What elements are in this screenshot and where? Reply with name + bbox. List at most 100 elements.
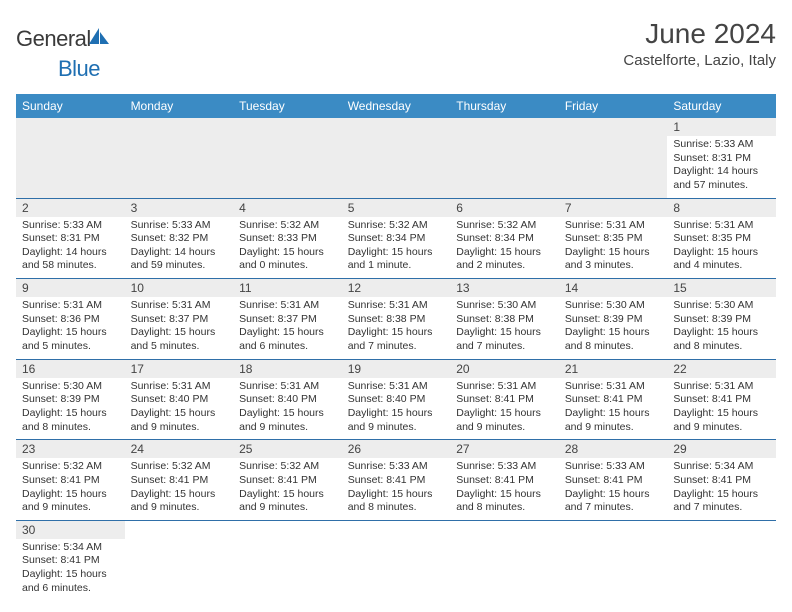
sunrise: Sunrise: 5:30 AM — [673, 299, 770, 313]
day-cell: 27Sunrise: 5:33 AMSunset: 8:41 PMDayligh… — [450, 440, 559, 521]
day-header: Sunday — [16, 94, 125, 118]
day-details: Sunrise: 5:33 AMSunset: 8:32 PMDaylight:… — [131, 219, 228, 274]
daylight: Daylight: 15 hours and 6 minutes. — [22, 568, 119, 595]
day-details: Sunrise: 5:32 AMSunset: 8:33 PMDaylight:… — [239, 219, 336, 274]
day-details: Sunrise: 5:31 AMSunset: 8:41 PMDaylight:… — [673, 380, 770, 435]
daylight: Daylight: 14 hours and 57 minutes. — [673, 165, 770, 192]
day-number: 25 — [233, 440, 342, 458]
day-details: Sunrise: 5:32 AMSunset: 8:41 PMDaylight:… — [22, 460, 119, 515]
sunrise: Sunrise: 5:31 AM — [565, 219, 662, 233]
day-number: 2 — [16, 199, 125, 217]
day-number: 1 — [667, 118, 776, 136]
daylight: Daylight: 15 hours and 6 minutes. — [239, 326, 336, 353]
sunset: Sunset: 8:41 PM — [456, 393, 553, 407]
day-details: Sunrise: 5:30 AMSunset: 8:38 PMDaylight:… — [456, 299, 553, 354]
sunset: Sunset: 8:39 PM — [22, 393, 119, 407]
sunrise: Sunrise: 5:31 AM — [348, 380, 445, 394]
sunset: Sunset: 8:41 PM — [456, 474, 553, 488]
day-details: Sunrise: 5:33 AMSunset: 8:41 PMDaylight:… — [348, 460, 445, 515]
sunset: Sunset: 8:38 PM — [348, 313, 445, 327]
day-details: Sunrise: 5:31 AMSunset: 8:36 PMDaylight:… — [22, 299, 119, 354]
daylight: Daylight: 15 hours and 4 minutes. — [673, 246, 770, 273]
day-number: 15 — [667, 279, 776, 297]
day-cell: 25 Sunrise: 5:32 AMSunset: 8:41 PMDayligh… — [233, 440, 342, 521]
day-details: Sunrise: 5:33 AMSunset: 8:31 PMDaylight:… — [22, 219, 119, 274]
day-details: Sunrise: 5:30 AMSunset: 8:39 PMDaylight:… — [22, 380, 119, 435]
day-cell: 4Sunrise: 5:32 AMSunset: 8:33 PMDaylight… — [233, 198, 342, 279]
day-cell: 21Sunrise: 5:31 AMSunset: 8:41 PMDayligh… — [559, 359, 668, 440]
daylight: Daylight: 15 hours and 9 minutes. — [239, 407, 336, 434]
day-cell: 26 Sunrise: 5:33 AMSunset: 8:41 PMDayligh… — [342, 440, 451, 521]
sunset: Sunset: 8:41 PM — [673, 393, 770, 407]
day-number: 5 — [342, 199, 451, 217]
daylight: Daylight: 15 hours and 0 minutes. — [239, 246, 336, 273]
daylight: Daylight: 15 hours and 2 minutes. — [456, 246, 553, 273]
sunset: Sunset: 8:40 PM — [131, 393, 228, 407]
day-details: Sunrise: 5:31 AMSunset: 8:38 PMDaylight:… — [348, 299, 445, 354]
week-row: 9Sunrise: 5:31 AMSunset: 8:36 PMDaylight… — [16, 279, 776, 360]
day-number: 26 — [342, 440, 451, 458]
sunrise: Sunrise: 5:31 AM — [22, 299, 119, 313]
logo: GeneralBlue — [16, 24, 109, 82]
day-header: Monday — [125, 94, 234, 118]
day-cell: 28Sunrise: 5:33 AMSunset: 8:41 PMDayligh… — [559, 440, 668, 521]
sunset: Sunset: 8:34 PM — [456, 232, 553, 246]
sunrise: Sunrise: 5:32 AM — [239, 460, 336, 474]
week-row: 23Sunrise: 5:32 AMSunset: 8:41 PMDayligh… — [16, 440, 776, 521]
week-row: 2 Sunrise: 5:33 AMSunset: 8:31 PMDaylight… — [16, 198, 776, 279]
sunrise: Sunrise: 5:32 AM — [348, 219, 445, 233]
day-cell: 16Sunrise: 5:30 AMSunset: 8:39 PMDayligh… — [16, 359, 125, 440]
day-cell: 11Sunrise: 5:31 AMSunset: 8:37 PMDayligh… — [233, 279, 342, 360]
day-number: 21 — [559, 360, 668, 378]
day-cell: 13Sunrise: 5:30 AMSunset: 8:38 PMDayligh… — [450, 279, 559, 360]
day-number: 30 — [16, 521, 125, 539]
week-row: 1 Sunrise: 5:33 AMSunset: 8:31 PMDaylight… — [16, 118, 776, 198]
sunset: Sunset: 8:32 PM — [131, 232, 228, 246]
daylight: Daylight: 14 hours and 59 minutes. — [131, 246, 228, 273]
sunset: Sunset: 8:41 PM — [131, 474, 228, 488]
day-number: 19 — [342, 360, 451, 378]
day-details: Sunrise: 5:32 AMSunset: 8:34 PMDaylight:… — [456, 219, 553, 274]
day-details: Sunrise: 5:33 AMSunset: 8:31 PMDaylight:… — [673, 138, 770, 193]
day-cell: 22 Sunrise: 5:31 AMSunset: 8:41 PMDayligh… — [667, 359, 776, 440]
sunset: Sunset: 8:41 PM — [239, 474, 336, 488]
day-number: 8 — [667, 199, 776, 217]
sunset: Sunset: 8:39 PM — [673, 313, 770, 327]
sunset: Sunset: 8:39 PM — [565, 313, 662, 327]
daylight: Daylight: 15 hours and 8 minutes. — [565, 326, 662, 353]
day-number: 11 — [233, 279, 342, 297]
day-cell: 10Sunrise: 5:31 AMSunset: 8:37 PMDayligh… — [125, 279, 234, 360]
daylight: Daylight: 15 hours and 1 minute. — [348, 246, 445, 273]
daylight: Daylight: 15 hours and 5 minutes. — [131, 326, 228, 353]
day-cell: 6Sunrise: 5:32 AMSunset: 8:34 PMDaylight… — [450, 198, 559, 279]
daylight: Daylight: 15 hours and 3 minutes. — [565, 246, 662, 273]
daylight: Daylight: 15 hours and 9 minutes. — [131, 407, 228, 434]
sunset: Sunset: 8:31 PM — [673, 152, 770, 166]
blank-cell — [342, 520, 451, 600]
blank-cell — [450, 520, 559, 600]
day-number: 22 — [667, 360, 776, 378]
day-number: 3 — [125, 199, 234, 217]
sunset: Sunset: 8:41 PM — [565, 393, 662, 407]
sunrise: Sunrise: 5:33 AM — [131, 219, 228, 233]
day-number: 17 — [125, 360, 234, 378]
blank-cell — [342, 118, 451, 198]
daylight: Daylight: 15 hours and 5 minutes. — [22, 326, 119, 353]
daylight: Daylight: 15 hours and 7 minutes. — [348, 326, 445, 353]
logo-text-part1: General — [16, 26, 91, 51]
daylight: Daylight: 15 hours and 9 minutes. — [456, 407, 553, 434]
day-details: Sunrise: 5:30 AMSunset: 8:39 PMDaylight:… — [565, 299, 662, 354]
header: GeneralBlue June 2024 Castelforte, Lazio… — [16, 18, 776, 82]
day-details: Sunrise: 5:31 AMSunset: 8:40 PMDaylight:… — [348, 380, 445, 435]
sunset: Sunset: 8:35 PM — [565, 232, 662, 246]
daylight: Daylight: 15 hours and 9 minutes. — [673, 407, 770, 434]
day-cell: 30Sunrise: 5:34 AMSunset: 8:41 PMDayligh… — [16, 520, 125, 600]
day-details: Sunrise: 5:32 AMSunset: 8:41 PMDaylight:… — [239, 460, 336, 515]
sunrise: Sunrise: 5:33 AM — [456, 460, 553, 474]
daylight: Daylight: 15 hours and 9 minutes. — [22, 488, 119, 515]
blank-cell — [125, 118, 234, 198]
day-cell: 17Sunrise: 5:31 AMSunset: 8:40 PMDayligh… — [125, 359, 234, 440]
sunrise: Sunrise: 5:33 AM — [565, 460, 662, 474]
day-cell: 14Sunrise: 5:30 AMSunset: 8:39 PMDayligh… — [559, 279, 668, 360]
month-title: June 2024 — [623, 18, 776, 50]
